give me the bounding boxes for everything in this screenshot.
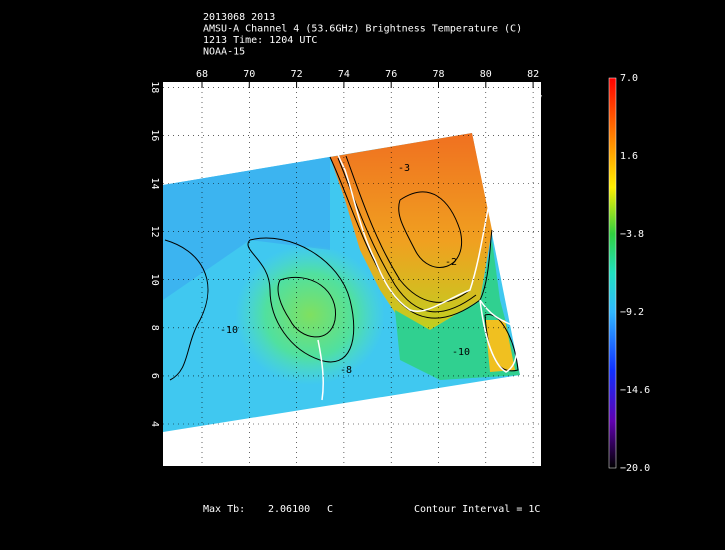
lat-label-right: 6	[542, 373, 553, 379]
lon-label-bottom: 74	[338, 471, 350, 482]
max-unit: C	[327, 504, 333, 515]
colorbar-label: 7.0	[620, 73, 638, 84]
lon-label-bottom: 76	[385, 471, 397, 482]
lat-label-right: 16	[542, 129, 553, 141]
colorbar-label: −3.8	[620, 229, 644, 240]
lon-label-bottom: 80	[480, 471, 492, 482]
max-value: 2.06100	[268, 504, 310, 515]
swath	[163, 133, 520, 432]
lon-label-bottom: 70	[243, 471, 255, 482]
max-label: Max Tb:	[203, 504, 245, 515]
colorbar-label: 1.6	[620, 151, 638, 162]
lon-label-bottom: 78	[432, 471, 444, 482]
header-line: 1213 Time: 1204 UTC	[203, 35, 317, 46]
colorbar-label: −20.0	[620, 463, 650, 474]
lon-label-top: 70	[243, 69, 255, 80]
lat-label-right: 10	[542, 274, 553, 286]
header-line: 2013068 2013	[203, 12, 275, 23]
lat-label-left: 4	[149, 421, 160, 427]
contour-label: -3	[398, 163, 410, 174]
lon-label-top: 80	[480, 69, 492, 80]
colorbar-label: −14.6	[620, 385, 650, 396]
lon-label-top: 76	[385, 69, 397, 80]
lat-label-left: 6	[149, 373, 160, 379]
contour-label: -8	[340, 365, 352, 376]
lat-label-right: 12	[542, 226, 553, 238]
footer: Max Tb: 2.06100 C Contour Interval = 1C	[203, 504, 540, 515]
lat-label-right: 14	[542, 177, 553, 189]
colorbar	[608, 77, 617, 469]
lon-label-top: 74	[338, 69, 350, 80]
lon-label-bottom: 72	[291, 471, 303, 482]
colorbar-labels: 7.0 1.6 −3.8 −9.2 −14.6 −20.0	[620, 73, 650, 474]
header-line: AMSU-A Channel 4 (53.6GHz) Brightness Te…	[203, 24, 522, 35]
coastline	[315, 83, 542, 463]
lat-label-right: 18	[542, 81, 553, 93]
lat-label-right: 8	[542, 325, 553, 331]
contour-label: -10	[220, 325, 238, 336]
lon-label-top: 82	[527, 69, 539, 80]
lat-label-left: 8	[149, 325, 160, 331]
lat-label-left: 18	[149, 81, 160, 93]
lat-label-left: 12	[149, 226, 160, 238]
contour-label: -10	[452, 347, 470, 358]
contour-label: -2	[445, 257, 457, 268]
lat-label-right: 4	[542, 421, 553, 427]
lat-label-left: 14	[149, 177, 160, 189]
colorbar-label: −9.2	[620, 307, 644, 318]
contour-interval: Contour Interval = 1C	[414, 504, 540, 515]
lon-label-bottom: 68	[196, 471, 208, 482]
lon-label-top: 78	[432, 69, 444, 80]
lat-label-left: 16	[149, 129, 160, 141]
header-line: NOAA-15	[203, 47, 245, 58]
lon-label-top: 68	[196, 69, 208, 80]
lat-label-left: 10	[149, 274, 160, 286]
lon-label-bottom: 82	[527, 471, 539, 482]
lon-label-top: 72	[291, 69, 303, 80]
